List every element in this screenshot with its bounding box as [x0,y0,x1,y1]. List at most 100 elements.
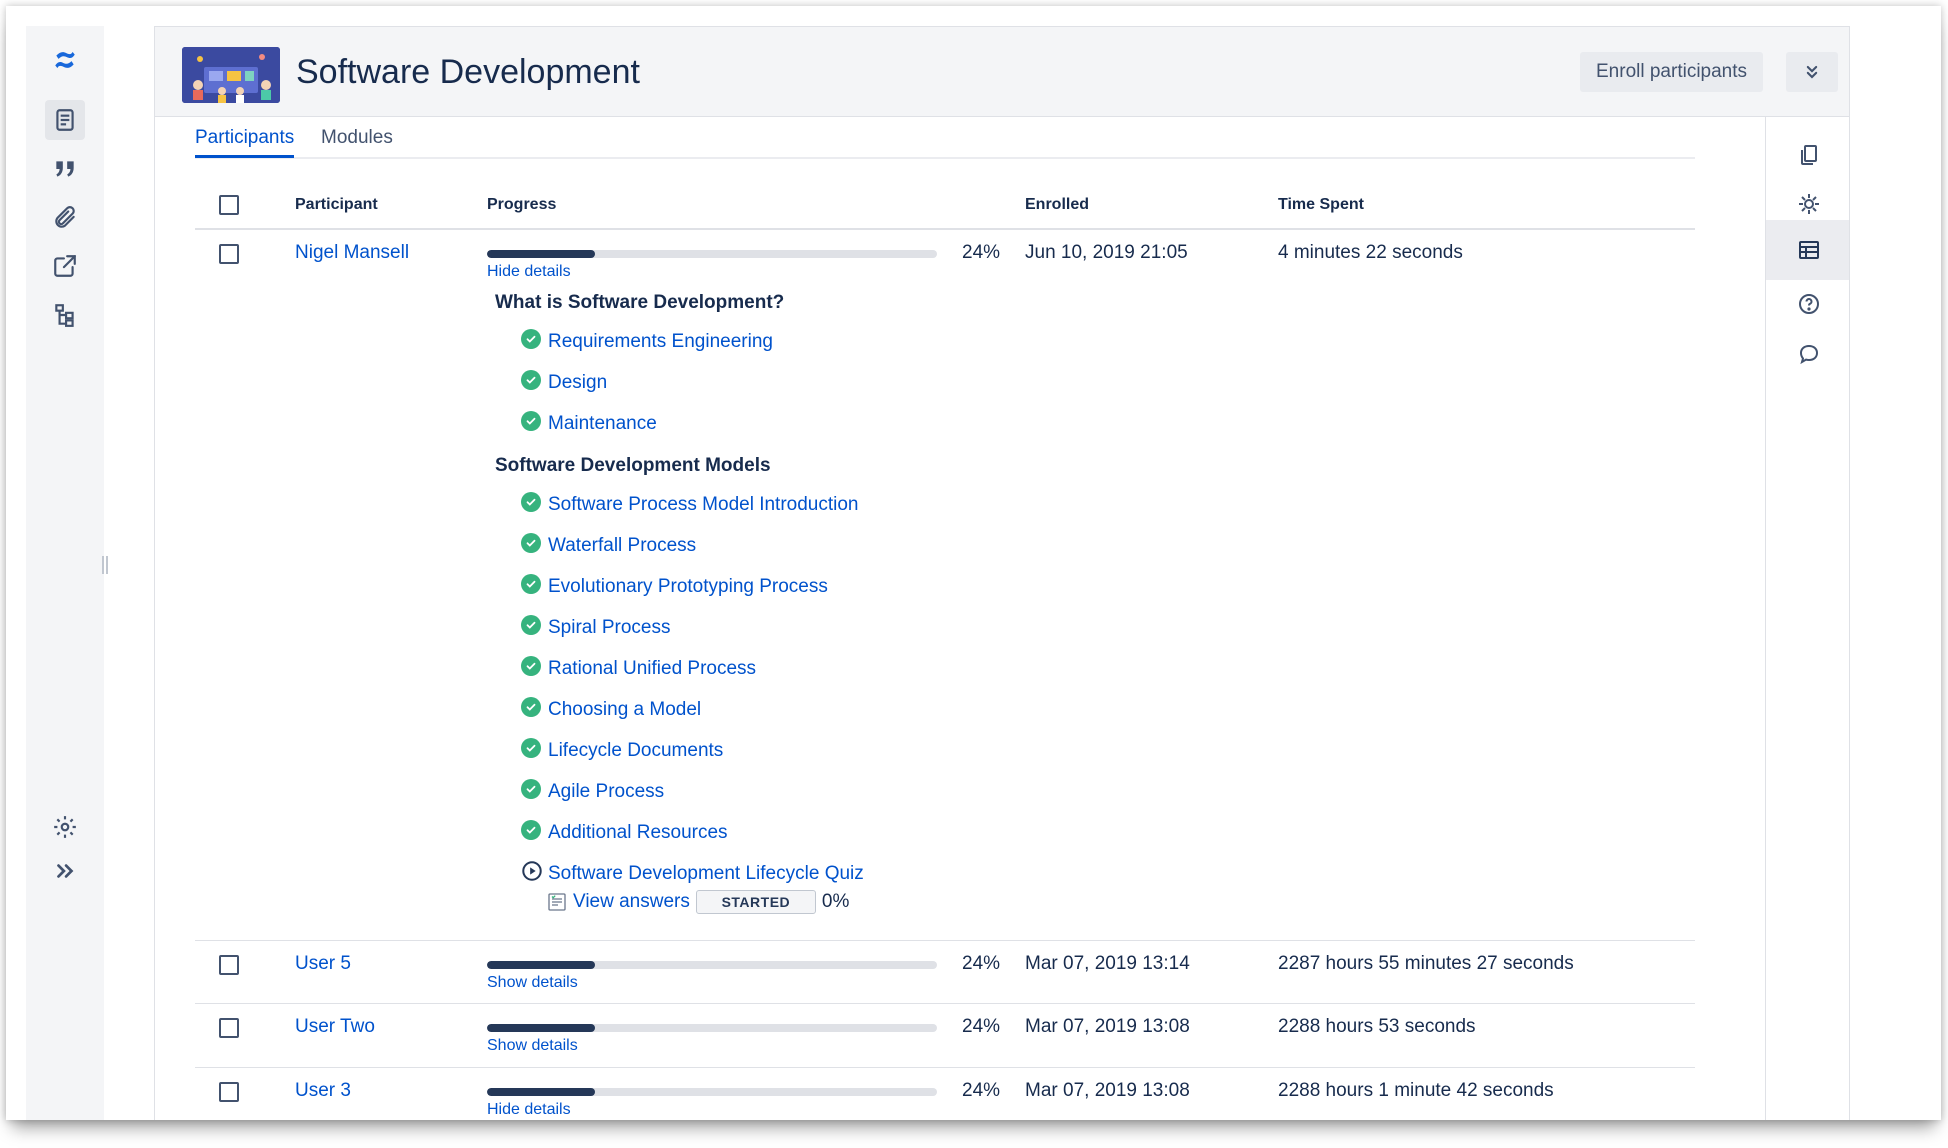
quiz-link[interactable]: Software Development Lifecycle Quiz [548,863,864,884]
progress-bar [487,961,937,969]
expand-icon[interactable] [45,851,85,891]
course-thumbnail [182,47,280,103]
status-badge: STARTED [695,890,816,914]
quote-icon[interactable] [45,149,85,189]
column-progress: Progress [487,196,557,213]
tab-modules[interactable]: Modules [321,127,393,148]
copy-icon[interactable] [1784,130,1834,180]
progress-percent: 24% [962,242,1001,263]
quiz-item[interactable]: Software Development Lifecycle Quiz [521,861,864,887]
course-header: Software Development Enroll participants [155,27,1849,117]
check-circle-icon [521,533,541,553]
row-checkbox[interactable] [219,244,239,264]
lesson-link[interactable]: Waterfall Process [548,535,697,556]
lesson-link[interactable]: Spiral Process [548,617,671,638]
settings-icon[interactable] [45,807,85,847]
participant-name-link[interactable]: User Two [295,1016,375,1037]
comment-icon[interactable] [1784,329,1834,379]
lesson-link[interactable]: Rational Unified Process [548,658,757,679]
check-circle-icon [521,370,541,390]
progress-percent: 24% [962,953,1001,974]
tab-bar: Participants Modules [195,127,1695,159]
check-circle-icon [521,738,541,758]
check-circle-icon [521,615,541,635]
lesson-link[interactable]: Evolutionary Prototyping Process [548,576,828,597]
row-checkbox[interactable] [219,955,239,975]
lesson-link[interactable]: Software Process Model Introduction [548,494,859,515]
lesson-link[interactable]: Choosing a Model [548,699,702,720]
progress-bar-fill [487,250,595,258]
lesson-item[interactable]: Lifecycle Documents [521,738,723,764]
check-circle-icon [521,779,541,799]
page-tree-icon[interactable] [45,295,85,335]
lesson-item[interactable]: Requirements Engineering [521,329,773,355]
check-circle-icon [521,411,541,431]
lesson-link[interactable]: Lifecycle Documents [548,740,724,761]
lesson-item[interactable]: Choosing a Model [521,697,701,723]
check-circle-icon [521,574,541,594]
row-checkbox[interactable] [219,1018,239,1038]
lesson-item[interactable]: Spiral Process [521,615,671,641]
time-spent: 2288 hours 53 seconds [1278,1016,1476,1037]
quiz-score: 0% [821,891,850,912]
check-circle-icon [521,492,541,512]
table-icon[interactable] [1766,220,1849,280]
view-answers-link[interactable]: View answers [573,891,690,912]
lesson-link[interactable]: Design [548,372,608,393]
enrolled-date: Jun 10, 2019 21:05 [1025,242,1188,263]
lesson-item[interactable]: Waterfall Process [521,533,696,559]
section-title: Software Development Models [495,455,771,476]
lesson-link[interactable]: Requirements Engineering [548,331,773,352]
column-participant: Participant [295,196,378,213]
lesson-item[interactable]: Rational Unified Process [521,656,756,682]
lesson-link[interactable]: Agile Process [548,781,665,802]
time-spent: 2288 hours 1 minute 42 seconds [1278,1080,1554,1101]
table-header: Participant Progress Enrolled Time Spent [195,182,1695,230]
check-circle-icon [521,820,541,840]
toggle-details-link[interactable]: Show details [487,974,578,991]
lesson-item[interactable]: Evolutionary Prototyping Process [521,574,828,600]
lesson-link[interactable]: Maintenance [548,413,657,434]
lesson-item[interactable]: Software Process Model Introduction [521,492,859,518]
sidebar-resize-handle[interactable] [102,556,108,574]
select-all-checkbox[interactable] [219,195,239,215]
toggle-details-link[interactable]: Hide details [487,1101,571,1118]
progress-bar-fill [487,1088,595,1096]
quiz-answers: View answers STARTED 0% [547,889,849,915]
enrolled-date: Mar 07, 2019 13:14 [1025,953,1190,974]
page-title: Software Development [296,53,640,91]
help-icon[interactable] [1784,279,1834,329]
progress-bar-fill [487,1024,595,1032]
lesson-item[interactable]: Agile Process [521,779,664,805]
collapse-menu-button[interactable] [1786,52,1838,92]
table-row: Nigel Mansell Hide details 24% Jun 10, 2… [195,230,1695,941]
row-checkbox[interactable] [219,1082,239,1102]
table-row: User 3 Hide details 24% Mar 07, 2019 13:… [195,1068,1695,1120]
check-circle-icon [521,329,541,349]
lesson-link[interactable]: Additional Resources [548,822,728,843]
participant-name-link[interactable]: Nigel Mansell [295,242,410,263]
toggle-details-link[interactable]: Show details [487,1037,578,1054]
left-sidebar [26,26,104,1120]
tab-participants[interactable]: Participants [195,127,295,158]
time-spent: 4 minutes 22 seconds [1278,242,1463,263]
confluence-logo-icon[interactable] [45,40,85,80]
right-tool-rail [1765,117,1849,1120]
participant-name-link[interactable]: User 3 [295,1080,351,1101]
enrolled-date: Mar 07, 2019 13:08 [1025,1016,1190,1037]
progress-bar-fill [487,961,595,969]
table-row: User Two Show details 24% Mar 07, 2019 1… [195,1004,1695,1068]
share-icon[interactable] [45,246,85,286]
enroll-participants-button[interactable]: Enroll participants [1580,52,1764,92]
lesson-item[interactable]: Additional Resources [521,820,728,846]
attachment-icon[interactable] [45,198,85,238]
page-icon[interactable] [45,100,85,140]
participant-name-link[interactable]: User 5 [295,953,351,974]
gear-icon[interactable] [1784,179,1834,229]
toggle-details-link[interactable]: Hide details [487,263,571,280]
progress-percent: 24% [962,1016,1001,1037]
check-circle-icon [521,697,541,717]
lesson-item[interactable]: Design [521,370,607,396]
lesson-item[interactable]: Maintenance [521,411,657,437]
progress-percent: 24% [962,1080,1001,1101]
